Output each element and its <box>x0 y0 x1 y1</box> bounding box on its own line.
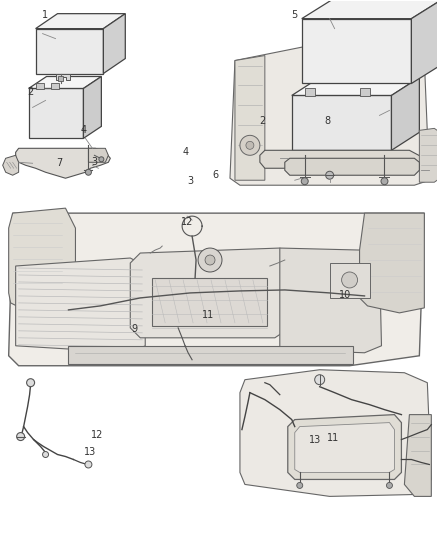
Text: 3: 3 <box>92 157 98 167</box>
Circle shape <box>198 248 222 272</box>
Circle shape <box>297 482 303 488</box>
Bar <box>152 278 267 326</box>
Polygon shape <box>240 370 431 496</box>
Bar <box>50 84 59 90</box>
Text: 2: 2 <box>260 116 266 126</box>
Text: 3: 3 <box>187 176 193 186</box>
Polygon shape <box>35 14 125 29</box>
Polygon shape <box>419 128 438 182</box>
Polygon shape <box>28 77 101 88</box>
Text: 10: 10 <box>339 290 351 300</box>
Bar <box>330 263 370 298</box>
Polygon shape <box>9 208 75 308</box>
Text: 11: 11 <box>202 310 214 320</box>
Circle shape <box>17 433 25 441</box>
Text: 1: 1 <box>42 10 48 20</box>
Circle shape <box>381 177 388 185</box>
Bar <box>360 88 370 96</box>
Polygon shape <box>103 14 125 74</box>
Polygon shape <box>292 77 419 95</box>
Bar <box>35 84 43 90</box>
Polygon shape <box>28 88 83 139</box>
Polygon shape <box>280 248 381 353</box>
Text: 7: 7 <box>57 158 63 168</box>
Polygon shape <box>260 150 424 168</box>
Bar <box>305 88 314 96</box>
Polygon shape <box>235 55 265 180</box>
Polygon shape <box>292 95 392 150</box>
Polygon shape <box>3 155 19 175</box>
Text: 6: 6 <box>212 170 218 180</box>
Polygon shape <box>230 46 429 185</box>
Text: 8: 8 <box>325 116 331 126</box>
Polygon shape <box>16 148 110 178</box>
Polygon shape <box>302 0 438 19</box>
Polygon shape <box>83 77 101 139</box>
Circle shape <box>342 272 357 288</box>
Circle shape <box>205 255 215 265</box>
Polygon shape <box>404 415 431 496</box>
Text: 2: 2 <box>28 87 34 98</box>
Circle shape <box>386 482 392 488</box>
Polygon shape <box>285 158 419 175</box>
Circle shape <box>99 157 104 162</box>
Polygon shape <box>392 77 419 150</box>
Text: 11: 11 <box>326 433 339 442</box>
Text: 12: 12 <box>181 217 193 227</box>
Circle shape <box>314 375 325 385</box>
Polygon shape <box>288 415 401 480</box>
Polygon shape <box>360 213 424 313</box>
Polygon shape <box>130 248 295 338</box>
Polygon shape <box>295 423 395 472</box>
Circle shape <box>85 169 92 175</box>
Circle shape <box>301 177 308 185</box>
Circle shape <box>85 461 92 468</box>
Text: 13: 13 <box>84 447 96 457</box>
Circle shape <box>246 141 254 149</box>
Polygon shape <box>35 29 103 74</box>
Circle shape <box>42 451 49 457</box>
Text: 4: 4 <box>80 125 86 135</box>
Text: 12: 12 <box>91 430 103 440</box>
Polygon shape <box>9 213 424 366</box>
Polygon shape <box>88 148 108 162</box>
Polygon shape <box>56 74 71 80</box>
Circle shape <box>326 171 334 179</box>
Text: 9: 9 <box>131 324 138 334</box>
Bar <box>68 346 353 364</box>
Circle shape <box>240 135 260 155</box>
Polygon shape <box>411 0 438 84</box>
Text: 5: 5 <box>292 10 298 20</box>
Text: 4: 4 <box>183 147 189 157</box>
Polygon shape <box>302 19 411 84</box>
Polygon shape <box>16 258 145 353</box>
Circle shape <box>27 379 35 386</box>
Text: 13: 13 <box>308 434 321 445</box>
Bar <box>57 77 64 82</box>
